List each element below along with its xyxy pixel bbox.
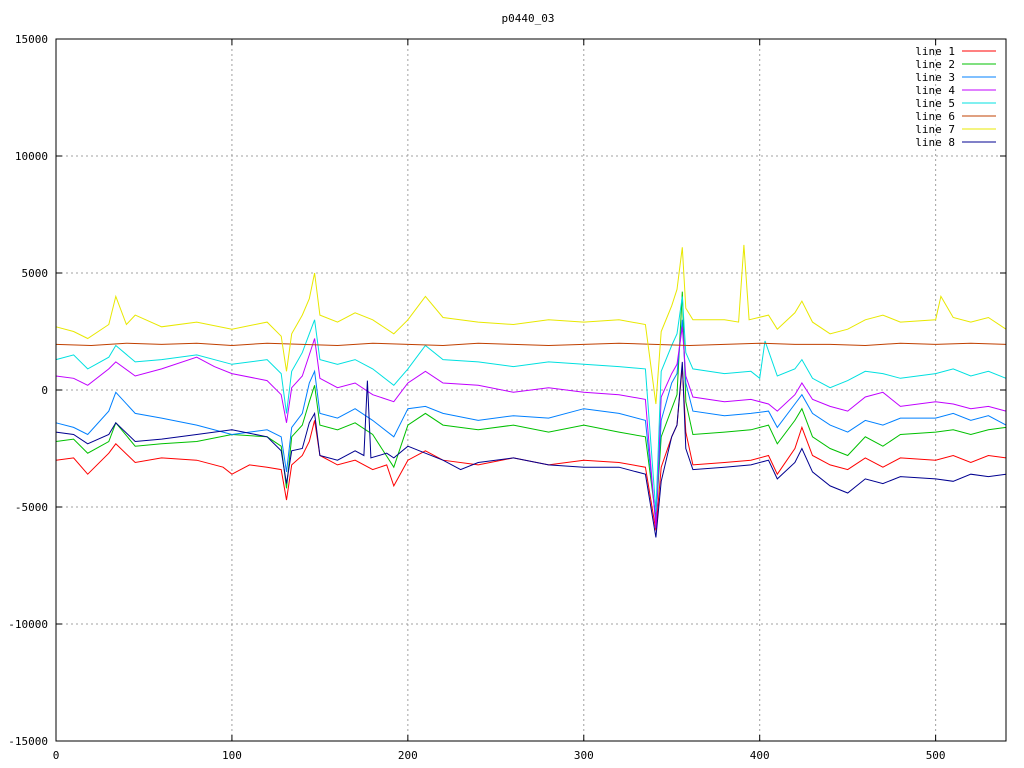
y-tick-label: -5000	[15, 501, 48, 514]
y-tick-label: 5000	[22, 267, 49, 280]
series-line-2	[55, 291, 1007, 519]
series-line-8	[55, 361, 1007, 538]
legend-label: line 1	[915, 45, 955, 58]
series-line-4	[55, 326, 1007, 529]
legend-label: line 3	[915, 71, 955, 84]
legend-label: line 5	[915, 97, 955, 110]
y-tick-label: 0	[41, 384, 48, 397]
legend-label: line 7	[915, 123, 955, 136]
series-line-1	[55, 366, 1007, 531]
axes: 0 100 200 300 400 500 15000 10000 5000 0 -5000 -100…	[8, 33, 1006, 762]
x-tick-label: 100	[222, 749, 242, 762]
series-layer	[55, 244, 1007, 538]
x-tick-label: 0	[53, 749, 60, 762]
legend-label: line 8	[915, 136, 955, 149]
y-tick-label: 10000	[15, 150, 48, 163]
series-line-5	[55, 296, 1007, 512]
x-tick-label: 400	[750, 749, 770, 762]
x-tick-label: 300	[574, 749, 594, 762]
y-tick-label: -10000	[8, 618, 48, 631]
legend-label: line 4	[915, 84, 955, 97]
y-tick-label: 15000	[15, 33, 48, 46]
series-line-7	[55, 244, 1007, 405]
series-line-3	[55, 319, 1007, 522]
legend-label: line 6	[915, 110, 955, 123]
x-tick-label: 200	[398, 749, 418, 762]
legend-label: line 2	[915, 58, 955, 71]
series-line-6	[55, 342, 1007, 347]
chart-title: p0440_03	[502, 12, 555, 25]
y-tick-label: -15000	[8, 735, 48, 748]
x-tick-label: 500	[926, 749, 946, 762]
